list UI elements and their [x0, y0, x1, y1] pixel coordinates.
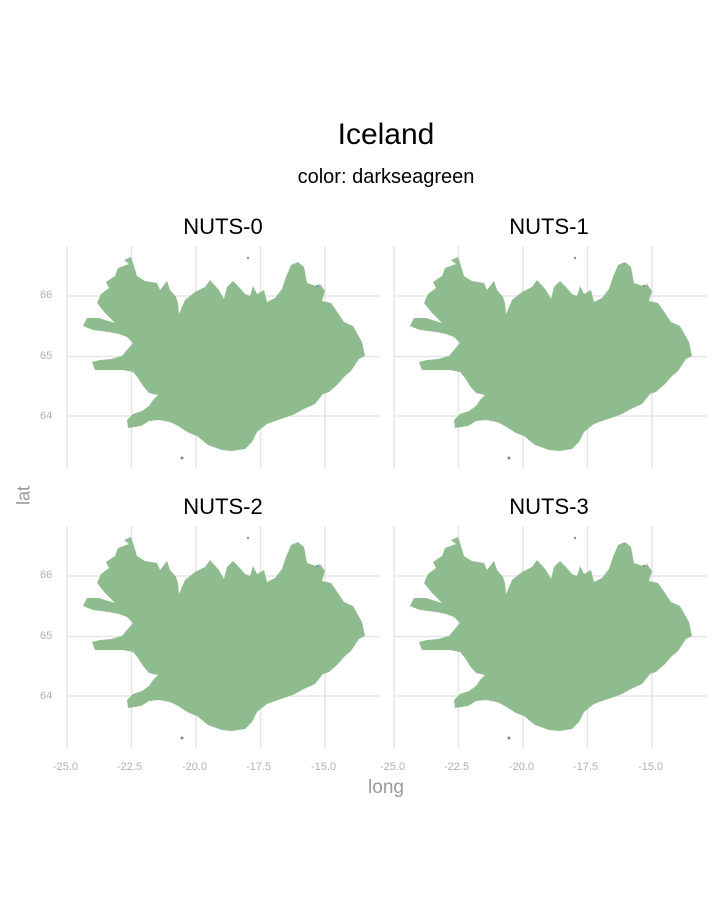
x-tick-label: -15.0 — [638, 761, 664, 773]
iceland-shape — [83, 257, 365, 451]
x-tick-label: -15.0 — [311, 761, 337, 773]
iceland-shape — [410, 537, 692, 731]
islet-shape — [180, 456, 184, 460]
map-panel-nuts-2 — [66, 526, 380, 748]
islet-shape — [642, 564, 646, 568]
x-tick-label: -20.0 — [509, 761, 535, 773]
x-tick-label: -22.5 — [117, 761, 143, 773]
islet-shape — [246, 256, 250, 260]
panel-title-nuts-1: NUTS-1 — [509, 214, 589, 239]
map-panel-nuts-1 — [393, 246, 707, 468]
map-panel-nuts-3 — [393, 526, 707, 748]
map-panel-nuts-0 — [66, 246, 380, 468]
panel-title-nuts-2: NUTS-2 — [183, 494, 263, 519]
islet-shape — [642, 284, 646, 288]
islet-shape — [180, 736, 184, 740]
map-subtitle: color: darkseagreen — [297, 166, 475, 188]
islet-shape — [315, 564, 319, 568]
iceland-shape — [83, 537, 365, 731]
islet-shape — [507, 736, 511, 740]
y-tick-label: 66 — [40, 289, 53, 301]
x-tick-label: -17.5 — [573, 761, 599, 773]
islet-shape — [246, 536, 250, 540]
islet-shape — [573, 536, 577, 540]
y-tick-label: 65 — [40, 630, 53, 642]
x-axis-label: long — [368, 777, 404, 798]
x-tick-label: -25.0 — [53, 761, 79, 773]
iceland-shape — [410, 257, 692, 451]
islet-shape — [315, 284, 319, 288]
y-tick-label: 64 — [40, 410, 53, 422]
panel-title-nuts-0: NUTS-0 — [183, 214, 263, 239]
y-tick-label: 64 — [40, 690, 53, 702]
y-tick-label: 65 — [40, 350, 53, 362]
x-tick-label: -25.0 — [380, 761, 406, 773]
y-tick-label: 66 — [40, 569, 53, 581]
y-axis-label: lat — [13, 486, 34, 506]
panel-title-nuts-3: NUTS-3 — [509, 494, 589, 519]
x-tick-label: -20.0 — [182, 761, 208, 773]
map-title: Iceland — [337, 118, 435, 151]
x-tick-label: -17.5 — [246, 761, 272, 773]
x-tick-label: -22.5 — [444, 761, 470, 773]
islet-shape — [507, 456, 511, 460]
islet-shape — [573, 256, 577, 260]
